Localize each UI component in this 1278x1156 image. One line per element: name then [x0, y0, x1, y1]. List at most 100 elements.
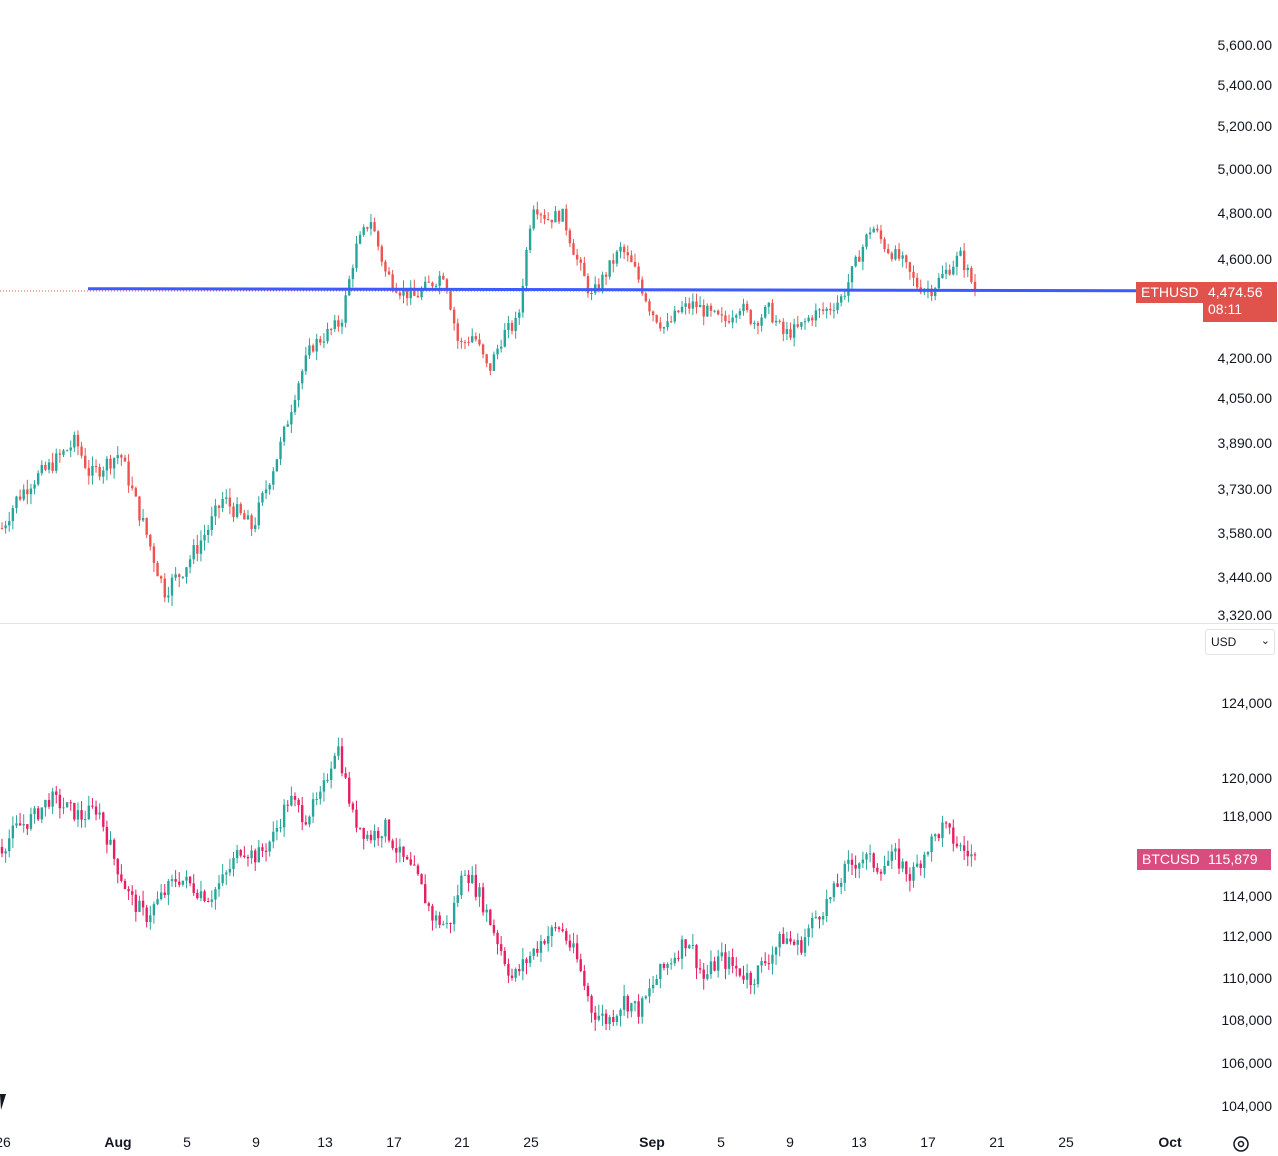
btc-candle-body: [33, 808, 36, 815]
eth-candle-body: [536, 209, 539, 215]
eth-price-tick: 3,730.00: [1217, 481, 1273, 497]
btc-candle-body: [532, 948, 535, 956]
btc-candle-body: [839, 882, 843, 887]
btc-candle-body: [550, 927, 553, 937]
btc-candle-body: [199, 891, 203, 899]
eth-candle-body: [800, 322, 803, 327]
eth-price-tick: 3,890.00: [1217, 435, 1273, 451]
eth-candle-body: [62, 450, 65, 455]
eth-candle-body: [424, 281, 427, 290]
btc-candle-body: [716, 956, 720, 971]
btc-candle-body: [633, 1001, 637, 1004]
btc-candle-body: [243, 855, 246, 857]
eth-price-tick: 4,050.00: [1217, 390, 1273, 406]
btc-candle-body: [402, 846, 405, 857]
pane-divider[interactable]: [0, 623, 1278, 624]
eth-candle-body: [452, 309, 456, 324]
eth-candle-body: [149, 534, 152, 547]
btc-candle-body: [445, 922, 449, 924]
eth-horizontal-line-drawing[interactable]: [87, 287, 1137, 293]
btc-candle-body: [297, 799, 300, 806]
btc-candle-body: [948, 823, 951, 828]
btc-candle-body: [886, 860, 890, 866]
btc-candle-body: [301, 805, 304, 823]
btc-candle-body: [695, 944, 698, 969]
btc-candle-body: [905, 861, 908, 875]
btc-candle-body: [568, 940, 572, 948]
eth-candle-body: [948, 269, 951, 275]
eth-candle-body: [344, 295, 347, 323]
currency-value: USD: [1211, 635, 1237, 649]
btc-candle-body: [525, 959, 528, 964]
eth-candle-body: [546, 219, 550, 221]
btc-candle-body: [850, 859, 854, 865]
btc-candle-body: [286, 804, 289, 806]
btc-candle-body: [666, 963, 669, 968]
eth-candle-body: [431, 282, 434, 287]
btc-candle-body: [959, 845, 962, 847]
currency-select[interactable]: USD ⌄: [1205, 629, 1275, 655]
eth-candle-body: [366, 227, 369, 229]
btc-price-tick: 124,000: [1221, 695, 1272, 711]
btc-chart-pane[interactable]: [0, 625, 1200, 1125]
eth-candle-body: [843, 295, 846, 297]
eth-candle-body: [214, 505, 217, 517]
eth-candle-body: [409, 287, 412, 299]
eth-candle-body: [456, 323, 459, 341]
eth-candle-body: [886, 249, 890, 254]
eth-candle-body: [586, 276, 590, 294]
btc-candle-body: [69, 802, 72, 804]
btc-candle-body: [376, 830, 380, 839]
eth-candle-body: [836, 302, 839, 311]
btc-candle-body: [792, 941, 796, 945]
eth-price-tick: 5,600.00: [1217, 37, 1273, 53]
btc-candle-body: [463, 874, 467, 876]
btc-candle-body: [655, 978, 658, 985]
btc-candle-body: [11, 825, 15, 839]
eth-candle-body: [91, 466, 94, 476]
btc-candle-body: [391, 840, 394, 849]
btc-candle-body: [724, 952, 727, 969]
eth-candle-body: [785, 329, 789, 335]
btc-candle-body: [217, 883, 221, 890]
btc-candle-body: [387, 819, 391, 841]
eth-candle-body: [261, 493, 264, 503]
btc-candle-body: [282, 804, 286, 828]
eth-candle-body: [405, 288, 409, 299]
btc-candle-body: [337, 746, 340, 756]
btc-candle-body: [80, 810, 83, 820]
btc-candle-body: [572, 943, 575, 948]
btc-candle-body: [565, 931, 568, 941]
eth-last-price: 4,474.56: [1208, 284, 1263, 300]
date-tick: 5: [183, 1134, 191, 1150]
btc-candle-body: [268, 841, 271, 852]
eth-candle-body: [821, 309, 825, 311]
btc-candle-body: [452, 902, 456, 925]
eth-candle-body: [496, 348, 499, 355]
eth-candle-body: [264, 489, 268, 494]
eth-chart-pane[interactable]: [0, 0, 1200, 620]
date-tick: 25: [523, 1134, 539, 1150]
btc-candle-body: [181, 880, 185, 885]
btc-candle-body: [800, 940, 803, 953]
btc-candle-body: [94, 806, 98, 815]
btc-candle-body: [807, 928, 810, 938]
btc-price-tick: 104,000: [1221, 1098, 1272, 1114]
btc-candle-body: [619, 1009, 622, 1016]
eth-candle-body: [199, 540, 203, 554]
btc-candle-body: [702, 969, 705, 979]
btc-candle-body: [471, 874, 474, 884]
settings-gear-icon[interactable]: [1230, 1133, 1252, 1155]
eth-candle-body: [626, 252, 629, 256]
btc-candle-body: [416, 865, 420, 875]
btc-candle-body: [510, 975, 514, 978]
date-tick: 9: [252, 1134, 260, 1150]
btc-candle-body: [908, 874, 912, 881]
eth-candle-body: [612, 260, 615, 264]
eth-candle-body: [568, 230, 572, 244]
eth-candle-body: [966, 267, 969, 271]
btc-price-tick: 108,000: [1221, 1012, 1272, 1028]
eth-candle-body: [420, 289, 423, 298]
btc-candle-body: [65, 802, 69, 808]
